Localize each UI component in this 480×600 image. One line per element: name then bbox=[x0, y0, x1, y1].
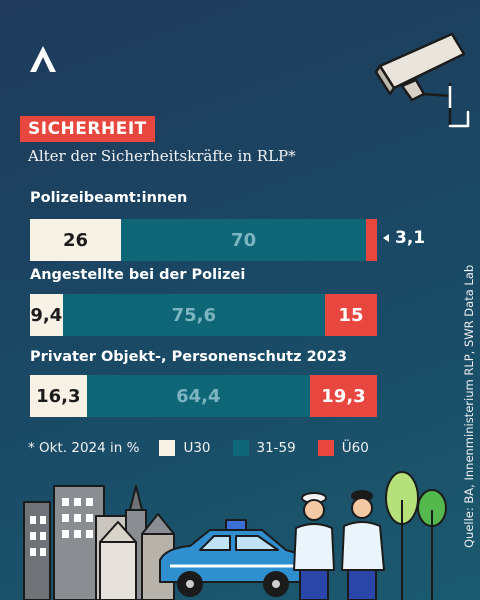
bar-polizeibeamte: 26 70 bbox=[30, 219, 377, 261]
legend-label-u30: U30 bbox=[183, 440, 211, 456]
bar-segment-31-59-angestellte: 75,6 bbox=[62, 294, 325, 336]
outside-value-label: 3,1 bbox=[383, 228, 425, 248]
bar-segment-u30-privater-schutz: 16,3 bbox=[30, 375, 87, 417]
value-label-u30-polizeibeamte: 26 bbox=[62, 229, 89, 251]
chart-subtitle: Alter der Sicherheitskräfte in RLP* bbox=[28, 147, 296, 165]
legend-item-u60: Ü60 bbox=[317, 440, 369, 456]
bar-angestellte: 9,4 75,6 15 bbox=[30, 294, 377, 336]
category-label-polizeibeamte: Polizeibeamt:innen bbox=[30, 190, 188, 206]
category-tag: SICHERHEIT bbox=[20, 116, 155, 142]
category-label-angestellte: Angestellte bei der Polizei bbox=[30, 267, 246, 283]
legend-item-u30: U30 bbox=[159, 440, 211, 456]
legend-swatch-u60 bbox=[317, 440, 334, 456]
bar-segment-u60-polizeibeamte bbox=[366, 219, 377, 261]
value-label-31-59-polizeibeamte: 70 bbox=[231, 229, 257, 251]
value-label-31-59-angestellte: 75,6 bbox=[171, 304, 216, 326]
illustration-scene bbox=[23, 471, 447, 600]
bar-segment-31-59-privater-schutz: 64,4 bbox=[86, 375, 310, 417]
bar-segment-u60-privater-schutz: 19,3 bbox=[310, 375, 377, 417]
bar-segment-u30-polizeibeamte: 26 bbox=[30, 219, 122, 261]
legend-item-31-59: 31-59 bbox=[232, 440, 296, 456]
security-guard-icon bbox=[341, 490, 385, 600]
city-buildings-icon bbox=[23, 485, 175, 600]
swr-logo-icon bbox=[30, 46, 56, 72]
value-label-31-59-privater-schutz: 64,4 bbox=[176, 385, 221, 407]
value-label-u30-angestellte: 9,4 bbox=[30, 304, 63, 326]
legend-label-31-59: 31-59 bbox=[256, 440, 296, 456]
tree-icon bbox=[385, 471, 447, 600]
police-car-icon bbox=[159, 519, 307, 597]
legend-label-u60: Ü60 bbox=[341, 440, 369, 456]
bar-privater-schutz: 16,3 64,4 19,3 bbox=[30, 375, 377, 417]
legend-swatch-31-59 bbox=[232, 440, 249, 456]
bar-segment-u60-angestellte: 15 bbox=[324, 294, 377, 336]
security-camera-icon bbox=[374, 32, 470, 128]
value-label-u30-privater-schutz: 16,3 bbox=[36, 385, 81, 407]
value-label-u60-angestellte: 15 bbox=[338, 304, 364, 326]
police-officer-icon bbox=[293, 492, 335, 600]
value-label-u60-privater-schutz: 19,3 bbox=[321, 385, 366, 407]
bar-segment-u30-angestellte: 9,4 bbox=[30, 294, 63, 336]
pointer-arrow-icon bbox=[383, 234, 389, 242]
bar-segment-31-59-polizeibeamte: 70 bbox=[121, 219, 367, 261]
legend-swatch-u30 bbox=[159, 440, 176, 456]
legend-footnote: * Okt. 2024 in % bbox=[28, 440, 140, 456]
legend: * Okt. 2024 in % U30 31-59 Ü60 bbox=[28, 440, 391, 456]
category-label-privater-schutz: Privater Objekt-, Personenschutz 2023 bbox=[30, 349, 347, 365]
value-label-u60-polizeibeamte: 3,1 bbox=[395, 228, 426, 248]
